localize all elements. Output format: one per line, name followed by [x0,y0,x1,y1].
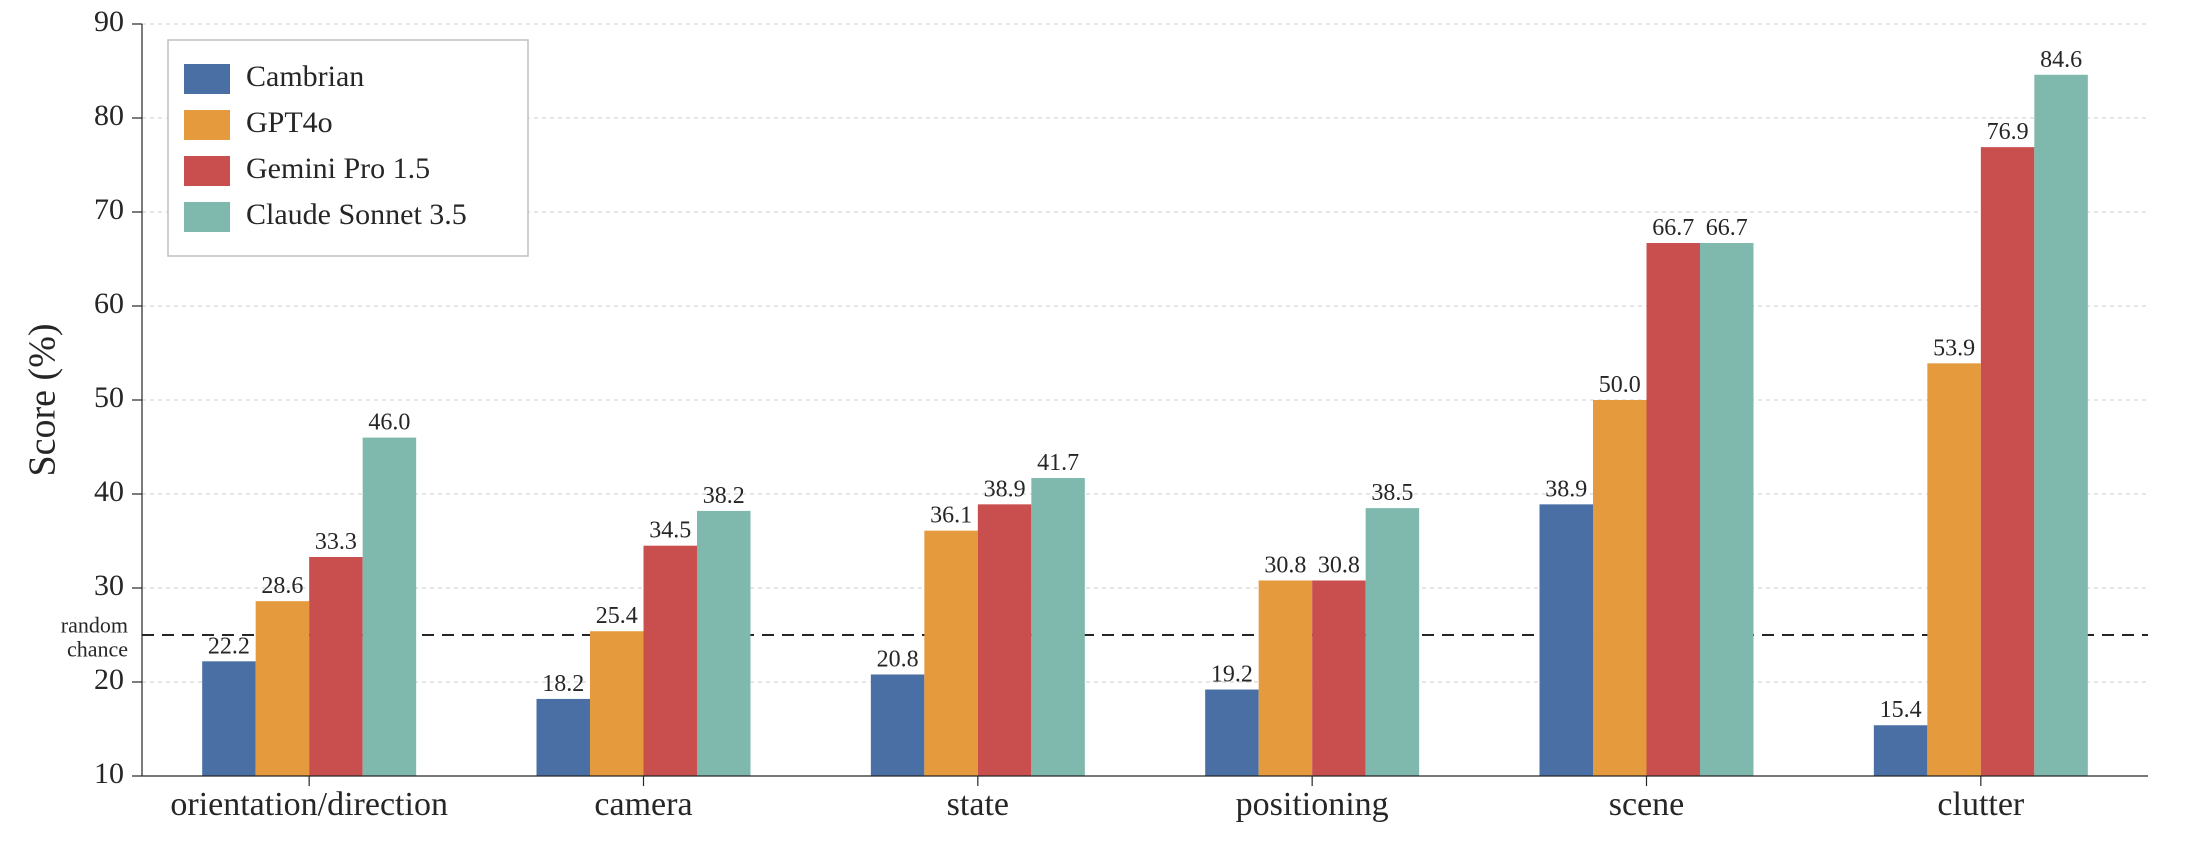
legend-swatch [184,202,230,232]
bar [644,546,697,776]
bar [1205,690,1258,776]
bar-value-label: 34.5 [649,518,691,544]
bar [978,504,1031,776]
bar-value-label: 50.0 [1599,372,1641,398]
bar-value-label: 19.2 [1211,662,1253,688]
ytick-label: 20 [94,663,124,696]
bar-value-label: 36.1 [930,503,972,529]
bar-value-label: 66.7 [1706,215,1748,241]
bar [537,699,590,776]
bar [1540,504,1593,776]
bar [202,661,255,776]
bar-value-label: 38.9 [1545,476,1587,502]
legend-swatch [184,110,230,140]
ytick-label: 80 [94,99,124,132]
ytick-label: 10 [94,757,124,790]
bar [1259,580,1312,776]
legend-label: GPT4o [246,106,333,139]
legend-label: Cambrian [246,60,364,93]
bar-value-label: 25.4 [596,603,638,629]
xtick-label: scene [1609,786,1685,823]
ytick-label: 70 [94,193,124,226]
bar [1312,580,1365,776]
xtick-label: positioning [1236,786,1389,823]
xtick-label: orientation/direction [170,786,448,823]
bar [590,631,643,776]
bar-value-label: 76.9 [1987,119,2029,145]
random-chance-label: chance [67,637,128,662]
bar [309,557,362,776]
ytick-label: 90 [94,5,124,38]
bar-value-label: 18.2 [542,671,584,697]
xtick-label: clutter [1937,786,2025,823]
bar [363,438,416,776]
bar [1874,725,1927,776]
chart-svg: 10 20 30 40 50 60 70 80 90 randomchance orientatio… [0,0,2188,856]
xtick-label: state [947,786,1009,823]
bar [1700,243,1753,776]
bar-value-label: 53.9 [1933,335,1975,361]
legend-swatch [184,156,230,186]
ytick-label: 40 [94,475,124,508]
bar [1031,478,1084,776]
xtick-label: camera [594,786,692,823]
bar [256,601,309,776]
bar-value-label: 38.2 [703,483,745,509]
bar-value-label: 66.7 [1652,215,1694,241]
bar [1593,400,1646,776]
bar-value-label: 84.6 [2040,47,2082,73]
bar-value-label: 38.5 [1371,480,1413,506]
bar-value-label: 33.3 [315,529,357,555]
y-axis-label: Score (%) [22,324,64,477]
bar-value-label: 30.8 [1318,552,1360,578]
bar [924,531,977,776]
legend-label: Claude Sonnet 3.5 [246,198,467,231]
score-bar-chart: 10 20 30 40 50 60 70 80 90 randomchance orientatio… [0,0,2188,856]
bar [1927,363,1980,776]
bar-value-label: 20.8 [877,646,919,672]
bar-value-label: 22.2 [208,633,250,659]
bar-value-label: 15.4 [1880,697,1922,723]
bar-value-label: 38.9 [984,476,1026,502]
bar [1366,508,1419,776]
ytick-label: 30 [94,569,124,602]
bar [2034,75,2087,776]
bar [1647,243,1700,776]
bar [1981,147,2034,776]
legend-label: Gemini Pro 1.5 [246,152,430,185]
bar-value-label: 28.6 [261,573,303,599]
legend-swatch [184,64,230,94]
bar [697,511,750,776]
bar-value-label: 46.0 [368,410,410,436]
bar [871,674,924,776]
random-chance-label: random [61,612,128,637]
ytick-label: 50 [94,381,124,414]
ytick-label: 60 [94,287,124,320]
bar-value-label: 30.8 [1264,552,1306,578]
bar-value-label: 41.7 [1037,450,1079,476]
